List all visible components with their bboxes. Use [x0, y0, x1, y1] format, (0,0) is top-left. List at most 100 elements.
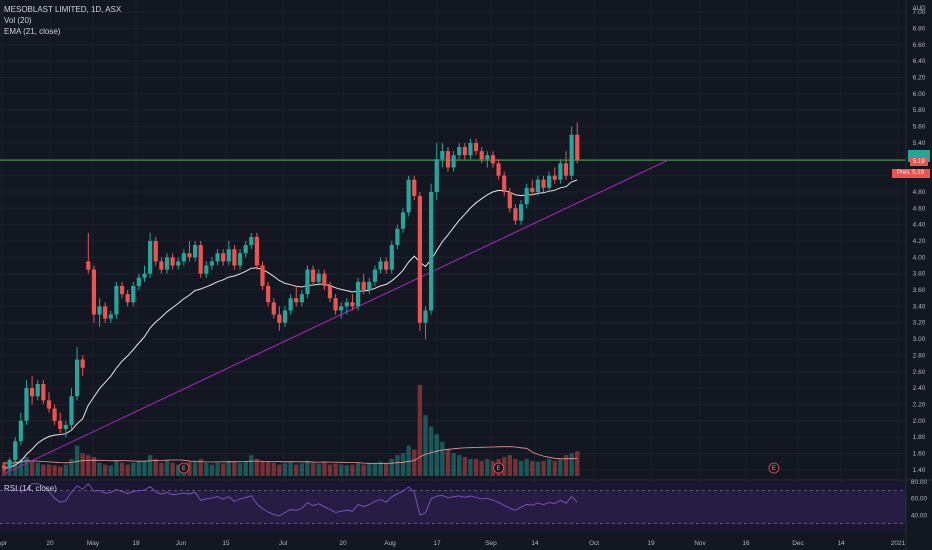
candle — [277, 306, 282, 331]
candle-body — [423, 310, 428, 323]
candle-body — [355, 281, 361, 307]
candle-body — [479, 151, 484, 160]
volume-bar — [546, 458, 552, 476]
candle-body — [322, 273, 327, 286]
volume-indicator-label[interactable]: Vol (20) — [4, 16, 32, 25]
rsi-axis[interactable]: 80.00 60.00 40.00 — [911, 479, 928, 519]
trendline[interactable] — [3, 159, 669, 475]
candle — [266, 281, 271, 307]
candle-body — [164, 257, 170, 270]
candle-body — [552, 175, 557, 180]
candle — [159, 257, 164, 274]
candle-body — [384, 261, 389, 270]
candle — [187, 241, 192, 262]
candle-body — [518, 204, 524, 221]
volume-bar — [445, 449, 451, 476]
volume-bar — [131, 462, 136, 476]
candle — [1, 461, 7, 472]
volume-bar — [327, 464, 333, 476]
candle-body — [547, 175, 552, 188]
candle-body — [142, 273, 147, 278]
candle — [305, 265, 310, 299]
price-tick-label: 6.60 — [913, 42, 926, 49]
candle-body — [311, 269, 316, 282]
volume-bar — [350, 464, 355, 476]
earnings-marker[interactable] — [493, 462, 504, 474]
candle — [451, 151, 456, 172]
candle — [400, 208, 406, 233]
volume-bar — [7, 464, 12, 476]
candle — [215, 249, 220, 266]
candle — [507, 187, 512, 213]
candle-body — [282, 310, 288, 323]
candle — [176, 257, 181, 270]
volume-bar — [530, 460, 535, 476]
candle — [468, 138, 473, 160]
candle-body — [277, 314, 282, 323]
volume-bar — [119, 462, 125, 476]
ema-line — [3, 179, 578, 469]
volume-bar — [232, 461, 237, 476]
price-tick-label: 2.80 — [913, 352, 926, 359]
rsi-indicator-label[interactable]: RSI (14, close) — [4, 484, 57, 493]
volume-bar — [260, 460, 265, 476]
candle-body — [136, 277, 141, 286]
earnings-marker[interactable] — [178, 462, 190, 474]
candle-body — [535, 179, 540, 192]
volume-bar — [249, 455, 254, 476]
price-axis[interactable]: 7.006.806.606.406.206.005.805.605.405.20… — [913, 9, 926, 474]
volume-bar — [265, 461, 271, 476]
candle-body — [395, 228, 400, 246]
volume-bar — [333, 463, 338, 476]
time-axis[interactable]: Apr 20 May 18 Jun 15 Jul 20 Aug 17 Sep 14 Oct 19 Nov 16… — [0, 540, 906, 547]
candle — [181, 249, 186, 266]
earnings-marker[interactable] — [768, 462, 780, 474]
volume-bar — [299, 463, 305, 476]
volume-bar — [142, 461, 147, 476]
candle — [192, 241, 198, 262]
candle-body — [209, 261, 215, 266]
volume-bar — [18, 458, 24, 476]
candle — [271, 298, 276, 319]
volume-bar — [462, 457, 468, 476]
candle — [462, 142, 467, 160]
volume-bar — [412, 449, 417, 476]
volume-bar — [204, 462, 209, 476]
candle — [209, 257, 215, 270]
volume-bar — [192, 460, 198, 476]
volume-bar — [457, 455, 462, 476]
candle-body — [153, 241, 158, 262]
candle — [552, 167, 557, 184]
symbol-title[interactable]: MESOBLAST LIMITED, 1D, ASX — [4, 5, 122, 14]
price-tick-label: 1.80 — [913, 434, 926, 441]
volume-bar — [507, 455, 512, 476]
candle — [136, 273, 141, 291]
time-tick-label: 20 — [339, 540, 347, 547]
candle — [103, 302, 108, 323]
volume-bar — [41, 464, 46, 476]
candle — [311, 265, 316, 286]
volume-bar — [29, 460, 35, 476]
candle-body — [237, 253, 243, 266]
candle-body — [204, 265, 209, 274]
volume-bar — [97, 462, 102, 476]
candle — [13, 437, 18, 464]
ema-indicator-label[interactable]: EMA (21, close) — [4, 27, 61, 36]
price-tick-label: 6.40 — [913, 58, 926, 65]
candle-body — [260, 265, 265, 286]
candle — [198, 241, 203, 278]
candle-body — [52, 408, 57, 421]
time-tick-label: Nov — [694, 540, 706, 547]
candle — [440, 142, 445, 168]
candle-body — [198, 245, 203, 274]
volume-bar — [209, 464, 215, 476]
candle-body — [507, 191, 512, 209]
volume-bar — [563, 455, 569, 476]
volume-bar — [513, 458, 518, 476]
candle-body — [46, 400, 52, 409]
candle — [30, 375, 35, 405]
volume-bar — [164, 460, 170, 476]
time-tick-label: Apr — [0, 540, 8, 547]
